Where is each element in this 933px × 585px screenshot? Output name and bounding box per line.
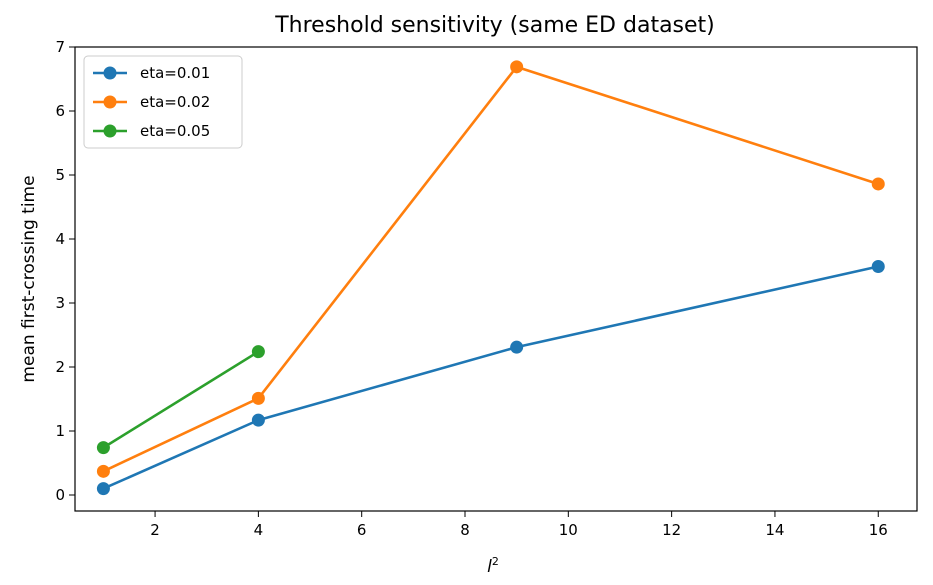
legend: eta=0.01 eta=0.02 eta=0.05 — [83, 55, 243, 149]
legend-item: eta=0.01 — [93, 64, 210, 82]
y-tick-label: 2 — [55, 358, 65, 376]
data-point — [251, 345, 265, 359]
y-tick-label: 0 — [55, 486, 65, 504]
chart-title: Threshold sensitivity (same ED dataset) — [274, 13, 715, 38]
y-tick-label: 6 — [55, 102, 65, 120]
x-tick-label: 6 — [357, 521, 367, 539]
data-point — [871, 177, 885, 191]
data-point — [251, 413, 265, 427]
x-tick-label: 12 — [662, 521, 681, 539]
y-axis-label: mean first-crossing time — [19, 175, 39, 382]
data-point — [510, 60, 524, 74]
y-tick-label: 5 — [55, 166, 65, 184]
plot-series — [96, 60, 885, 496]
x-tick-label: 8 — [460, 521, 470, 539]
legend-label: eta=0.01 — [140, 64, 210, 82]
data-point — [96, 441, 110, 455]
legend-label: eta=0.05 — [140, 122, 210, 140]
y-tick-label: 3 — [55, 294, 65, 312]
legend-marker — [103, 95, 117, 109]
x-axis-label: l2 — [487, 555, 499, 577]
data-point — [96, 464, 110, 478]
series-eta=0.01 — [96, 260, 885, 496]
data-point — [510, 340, 524, 354]
series-eta=0.05 — [96, 345, 265, 455]
x-tick-label: 2 — [150, 521, 160, 539]
legend-marker — [103, 124, 117, 138]
x-tick-label: 16 — [869, 521, 888, 539]
series-eta=0.02 — [96, 60, 885, 478]
legend-item: eta=0.05 — [93, 122, 210, 140]
x-tick-label: 14 — [765, 521, 784, 539]
legend-item: eta=0.02 — [93, 93, 210, 111]
series-line — [102, 65, 879, 473]
x-tick-label: 4 — [254, 521, 264, 539]
y-tick-label: 7 — [55, 38, 65, 56]
series-line — [102, 265, 879, 490]
data-point — [96, 482, 110, 496]
x-tick-label: 10 — [559, 521, 578, 539]
y-tick-label: 1 — [55, 422, 65, 440]
plot-frame — [74, 46, 918, 512]
legend-marker — [103, 66, 117, 80]
data-point — [871, 260, 885, 274]
data-point — [251, 391, 265, 405]
y-tick-label: 4 — [55, 230, 65, 248]
x-axis-label-superscript: 2 — [492, 555, 499, 568]
series-line — [102, 350, 260, 449]
legend-label: eta=0.02 — [140, 93, 210, 111]
legend-box — [83, 55, 243, 149]
